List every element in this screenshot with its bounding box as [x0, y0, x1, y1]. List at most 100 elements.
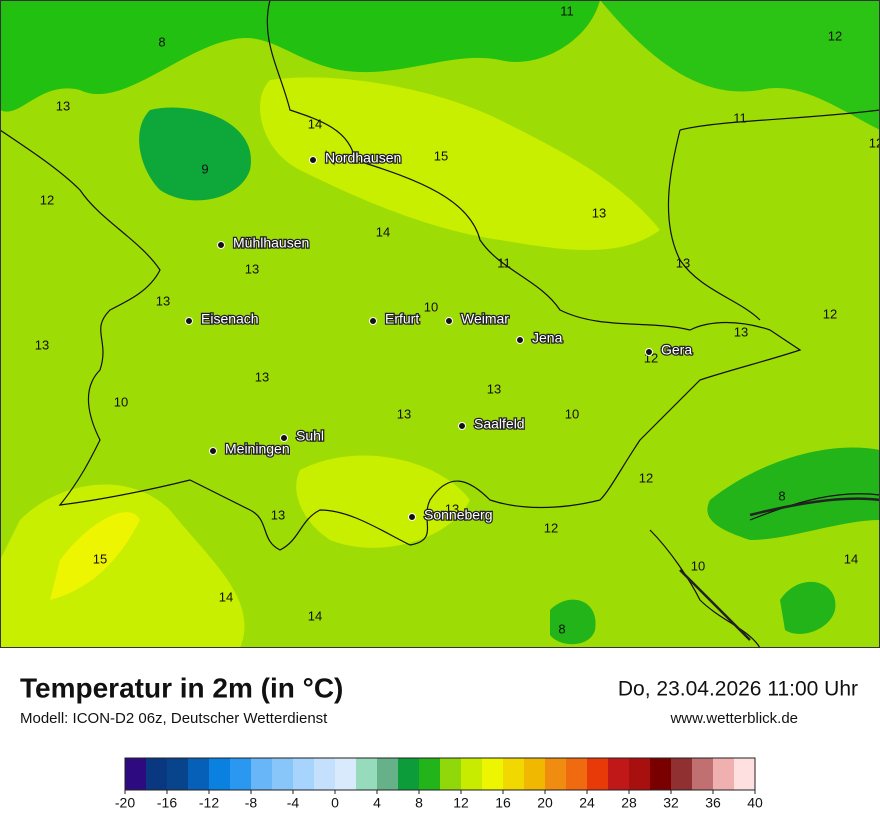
tick-label: 8: [415, 795, 423, 811]
temperature-label: 14: [376, 224, 390, 239]
city-labels: Nordhausen Mühlhausen Eisenach Erfurt Weimar…: [185, 148, 694, 524]
temperature-label: 13: [445, 501, 459, 516]
color-segment: [419, 758, 440, 790]
city-label: Sonneberg: [424, 507, 493, 523]
temperature-label: 13: [156, 293, 170, 308]
city-dot: [408, 513, 416, 521]
subtitle: Modell: ICON-D2 06z, Deutscher Wetterdie…: [20, 710, 328, 727]
state-border: [0, 0, 802, 551]
temperature-label: 14: [219, 589, 233, 604]
city-dot: [185, 317, 193, 325]
temperature-label: 10: [565, 406, 579, 421]
temperature-label: 13: [271, 507, 285, 522]
warm-region: [260, 77, 660, 250]
state-border: [649, 109, 880, 649]
color-segment: [188, 758, 209, 790]
tick-label: 28: [621, 795, 637, 811]
color-segment: [692, 758, 713, 790]
temperature-label: 13: [676, 255, 690, 270]
color-segment: [146, 758, 167, 790]
city-dot: [645, 348, 653, 356]
city-label: Saalfeld: [474, 416, 525, 432]
color-segment: [293, 758, 314, 790]
color-segment: [125, 758, 146, 790]
city-label: Weimar: [461, 311, 509, 327]
city-dot: [217, 241, 225, 249]
color-segment: [230, 758, 251, 790]
tick-label: 0: [331, 795, 339, 811]
temperature-label: 15: [434, 148, 448, 163]
color-segment: [356, 758, 377, 790]
temperature-label: 13: [397, 406, 411, 421]
temperature-labels: 11 12 8 13 14 11 12 15 9 12 13 14 11 13 13 13 10 12 13 13 12…: [35, 3, 880, 636]
tick-label: -4: [287, 795, 300, 811]
tick-label: 16: [495, 795, 511, 811]
temperature-label: 14: [844, 551, 858, 566]
title: Temperatur in 2m (in °C): [20, 672, 343, 703]
color-segment: [314, 758, 335, 790]
city-label: Jena: [532, 330, 563, 346]
color-segment: [629, 758, 650, 790]
map: 11 12 8 13 14 11 12 15 9 12 13 14 11 13 13 13 10 12 13 13 12…: [0, 0, 880, 649]
warm-region: [0, 484, 245, 648]
color-segment: [713, 758, 734, 790]
tick-label: 20: [537, 795, 553, 811]
city-dot: [309, 156, 317, 164]
city-label: Nordhausen: [325, 150, 401, 166]
city-dot: [516, 336, 524, 344]
temperature-label: 13: [592, 205, 606, 220]
temperature-label: 13: [734, 324, 748, 339]
city-label: Meiningen: [225, 441, 290, 457]
temperature-label: 15: [93, 551, 107, 566]
color-segment: [650, 758, 671, 790]
warm-region: [50, 512, 140, 600]
temperature-label: 10: [114, 394, 128, 409]
tick-label: -12: [199, 795, 219, 811]
temperature-label: 13: [56, 98, 70, 113]
cool-region: [139, 107, 251, 201]
color-segment: [524, 758, 545, 790]
cool-region: [780, 581, 836, 634]
color-segment: [734, 758, 755, 790]
temperature-label: 11: [497, 255, 511, 270]
temperature-label: 13: [255, 369, 269, 384]
datetime: Do, 23.04.2026 11:00 Uhr: [618, 678, 858, 701]
color-segment: [440, 758, 461, 790]
city-label: Mühlhausen: [233, 235, 309, 251]
city-label: Erfurt: [385, 311, 419, 327]
temperature-label: 9: [201, 161, 208, 176]
tick-label: 36: [705, 795, 721, 811]
color-segment: [482, 758, 503, 790]
temperature-label: 8: [558, 621, 565, 636]
tick-label: -20: [115, 795, 135, 811]
temperature-label: 12: [869, 135, 880, 150]
temperature-label: 11: [560, 3, 574, 18]
website: www.wetterblick.de: [669, 710, 798, 727]
temperature-label: 10: [424, 299, 438, 314]
tick-label: 40: [747, 795, 763, 811]
temperature-label: 14: [308, 116, 322, 131]
city-label: Suhl: [296, 428, 324, 444]
color-segment: [503, 758, 524, 790]
tick-label: 4: [373, 795, 381, 811]
color-segment: [251, 758, 272, 790]
cool-region: [600, 0, 880, 130]
temperature-label: 13: [35, 337, 49, 352]
color-segment: [671, 758, 692, 790]
color-segment: [587, 758, 608, 790]
warm-region: [0, 0, 600, 112]
temperature-label: 12: [40, 192, 54, 207]
temperature-label: 12: [823, 306, 837, 321]
tick-label: 32: [663, 795, 679, 811]
cool-region: [550, 599, 596, 645]
color-segment: [566, 758, 587, 790]
temperature-label: 8: [778, 488, 785, 503]
color-segment: [608, 758, 629, 790]
temperature-label: 10: [691, 558, 705, 573]
color-segment: [545, 758, 566, 790]
color-segment: [398, 758, 419, 790]
city-dot: [445, 317, 453, 325]
temperature-label: 13: [487, 381, 501, 396]
temperature-label: 13: [245, 261, 259, 276]
